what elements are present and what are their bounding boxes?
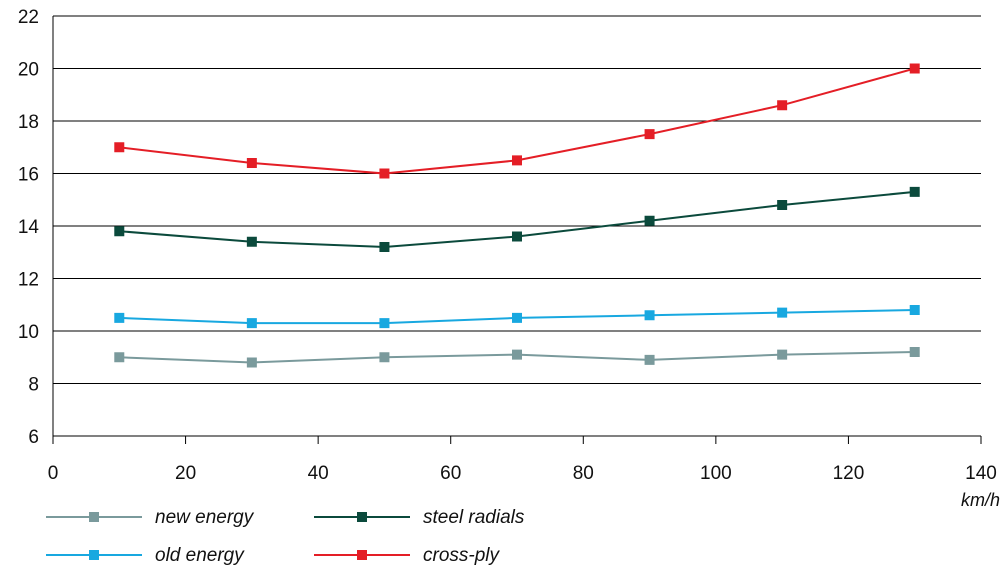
data-point-steel-radials [114, 226, 125, 237]
legend-marker-new-energy [89, 512, 99, 522]
y-tick-label: 22 [18, 7, 39, 28]
x-tick-label: 100 [700, 463, 732, 484]
data-point-new-energy [644, 354, 655, 365]
data-point-cross-ply [777, 100, 788, 111]
y-tick-label: 20 [18, 60, 39, 81]
data-point-cross-ply [246, 158, 257, 168]
data-point-old-energy [909, 305, 920, 315]
data-point-steel-radials [246, 236, 257, 247]
y-tick-label: 8 [28, 375, 39, 396]
gridlines [53, 15, 981, 437]
data-point-steel-radials [379, 242, 390, 252]
data-point-cross-ply [379, 168, 390, 179]
data-point-cross-ply [114, 142, 125, 153]
y-tick-label: 14 [18, 217, 40, 238]
legend-label-steel-radials: steel radials [423, 507, 525, 528]
data-point-new-energy [246, 357, 257, 368]
legend-label-cross-ply: cross-ply [423, 545, 501, 566]
data-point-old-energy [512, 312, 522, 323]
data-point-new-energy [114, 352, 125, 363]
x-tick-label: 20 [175, 463, 196, 484]
y-tick-label: 18 [18, 112, 39, 133]
data-point-old-energy [114, 312, 125, 323]
data-point-steel-radials [909, 186, 920, 197]
x-tick-label: 120 [833, 463, 865, 484]
x-tick-label: 40 [308, 463, 329, 484]
data-point-cross-ply [909, 63, 920, 74]
data-point-steel-radials [777, 200, 788, 210]
data-point-new-energy [512, 349, 522, 360]
series-layer [114, 63, 920, 368]
y-tick-label: 12 [18, 270, 39, 291]
legend-marker-steel-radials [357, 512, 367, 522]
y-tick-label: 16 [18, 165, 39, 186]
data-point-new-energy [909, 347, 920, 357]
data-point-old-energy [777, 307, 788, 318]
data-point-new-energy [379, 352, 390, 363]
y-tick-label: 6 [28, 427, 39, 448]
data-point-steel-radials [644, 215, 655, 226]
data-point-cross-ply [644, 129, 655, 140]
x-tick-label: 0 [48, 463, 59, 484]
legend-label-old-energy: old energy [155, 545, 245, 566]
legend-label-new-energy: new energy [155, 507, 255, 528]
data-point-old-energy [246, 318, 257, 329]
legend-marker-old-energy [89, 550, 99, 560]
legend-marker-cross-ply [357, 550, 367, 560]
y-tick-label: 10 [18, 322, 39, 343]
x-tick-label: 60 [440, 463, 461, 484]
data-point-old-energy [644, 310, 655, 321]
data-point-steel-radials [512, 231, 522, 242]
x-tick-label: 80 [573, 463, 594, 484]
x-tick-label: 140 [965, 463, 997, 484]
data-point-new-energy [777, 349, 788, 360]
data-point-cross-ply [512, 155, 522, 166]
legend: new energy steel radials old energy cross-p… [46, 507, 525, 566]
x-axis-unit-label: km/h [961, 490, 1000, 510]
data-point-old-energy [379, 318, 390, 329]
axes: 6 8 10 12 14 16 18 20 22 0 20 40 60 80 100 120 140 [18, 7, 997, 484]
